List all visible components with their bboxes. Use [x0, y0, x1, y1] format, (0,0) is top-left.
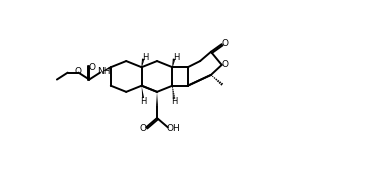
Text: H: H — [171, 97, 177, 106]
Text: OH: OH — [166, 124, 180, 133]
Text: H: H — [173, 53, 179, 62]
Text: O: O — [221, 39, 228, 48]
Text: O: O — [140, 124, 147, 133]
Text: NH: NH — [97, 67, 111, 76]
Text: O: O — [75, 67, 82, 76]
Text: O: O — [221, 60, 228, 69]
Text: O: O — [89, 63, 96, 72]
Text: H: H — [140, 97, 146, 106]
Polygon shape — [100, 66, 111, 73]
Polygon shape — [142, 86, 144, 98]
Text: H: H — [142, 53, 149, 62]
Polygon shape — [156, 92, 158, 106]
